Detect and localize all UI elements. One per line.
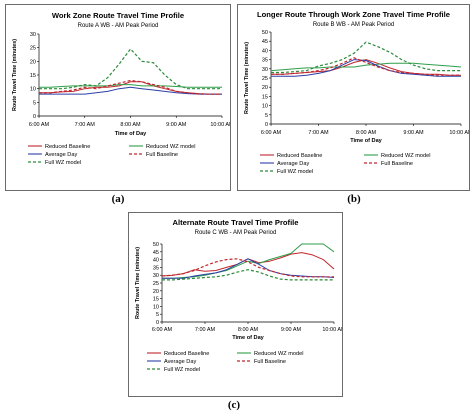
y-tick-label: 45 — [153, 250, 159, 256]
x-tick-label: 7:00 AM — [75, 122, 96, 128]
y-tick-label: 15 — [30, 73, 36, 79]
y-tick-label: 5 — [156, 312, 159, 318]
chart-panel-b: Longer Route Through Work Zone Travel Ti… — [237, 4, 470, 191]
legend-label: Average Day — [277, 161, 309, 167]
series-line-full-baseline — [39, 79, 222, 95]
series-line-reduced-wz-model — [270, 62, 462, 72]
legend-label: Full Baseline — [146, 152, 178, 158]
y-tick-label: 20 — [30, 59, 36, 65]
y-tick-label: 50 — [262, 30, 268, 36]
legend-label: Average Day — [164, 359, 196, 365]
x-tick-label: 10:00 AM — [322, 327, 342, 333]
x-tick-label: 6:00 AM — [261, 130, 282, 136]
caption-c: (c) — [227, 399, 241, 411]
legend-label: Full WZ model — [164, 367, 200, 373]
x-axis-label: Time of Day — [350, 138, 382, 144]
y-tick-label: 15 — [153, 297, 159, 303]
legend-label: Full Baseline — [381, 161, 413, 167]
legend-label: Reduced WZ model — [254, 351, 303, 357]
chart-a-svg: Work Zone Route Travel Time Profile Route… — [12, 11, 230, 166]
y-tick-label: 35 — [262, 58, 268, 64]
chart-panel-c: Alternate Route Travel Time Profile Route… — [128, 212, 343, 397]
y-tick-label: 30 — [30, 32, 36, 38]
y-axis-label: Route Travel Time (minutes) — [244, 42, 250, 114]
series-line-full-wz-model — [162, 269, 334, 281]
legend-label: Full WZ model — [277, 169, 313, 175]
y-tick-label: 20 — [262, 85, 268, 91]
chart-subtitle: Route B WB - AM Peak Period — [313, 22, 394, 28]
x-tick-label: 7:00 AM — [195, 327, 216, 333]
legend-label: Average Day — [45, 152, 77, 158]
legend-label: Reduced Baseline — [164, 351, 209, 357]
series-line-full-wz-model — [39, 48, 222, 90]
legend-label: Reduced WZ model — [146, 144, 195, 150]
chart-subtitle: Route C WB - AM Peak Period — [195, 230, 277, 236]
x-tick-label: 7:00 AM — [308, 130, 329, 136]
x-tick-label: 10:00 AM — [449, 130, 469, 136]
x-tick-label: 10:00 AM — [210, 122, 230, 128]
y-tick-label: 50 — [153, 242, 159, 248]
series-line-reduced-baseline — [271, 59, 461, 76]
y-tick-label: 5 — [265, 113, 268, 119]
x-tick-label: 8:00 AM — [356, 130, 377, 136]
y-tick-label: 0 — [33, 114, 36, 120]
x-tick-label: 9:00 AM — [281, 327, 302, 333]
y-tick-label: 30 — [153, 273, 159, 279]
chart-panel-a: Work Zone Route Travel Time Profile Route… — [5, 4, 231, 191]
y-axis-label: Route Travel Time (minutes) — [12, 39, 18, 111]
y-tick-label: 10 — [262, 104, 268, 110]
y-tick-label: 30 — [262, 67, 268, 73]
series-line-reduced-wz-model — [39, 84, 222, 88]
x-tick-label: 6:00 AM — [152, 327, 173, 333]
legend-label: Full Baseline — [254, 359, 286, 365]
series-line-full-baseline — [271, 57, 461, 76]
x-tick-label: 9:00 AM — [403, 130, 424, 136]
series-line-average-day — [162, 258, 335, 279]
y-tick-label: 10 — [30, 87, 36, 93]
legend-label: Reduced Baseline — [277, 153, 322, 159]
x-axis-label: Time of Day — [115, 131, 147, 137]
chart-c-svg: Alternate Route Travel Time Profile Route… — [135, 218, 342, 373]
y-tick-label: 20 — [153, 289, 159, 295]
y-tick-label: 40 — [262, 48, 268, 54]
series-line-average-day — [271, 59, 461, 77]
caption-b: (b) — [347, 193, 361, 205]
x-tick-label: 8:00 AM — [238, 327, 259, 333]
y-tick-label: 25 — [262, 76, 268, 82]
y-tick-label: 10 — [153, 304, 159, 310]
legend-label: Reduced Baseline — [45, 144, 90, 150]
series-line-full-wz-model — [271, 41, 461, 74]
chart-title: Alternate Route Travel Time Profile — [172, 218, 298, 227]
y-tick-label: 0 — [156, 320, 159, 326]
chart-subtitle: Route A WB - AM Peak Period — [78, 23, 159, 29]
chart-b-svg: Longer Route Through Work Zone Travel Ti… — [244, 10, 469, 175]
y-tick-label: 25 — [153, 281, 159, 287]
y-tick-label: 15 — [262, 94, 268, 100]
chart-title: Longer Route Through Work Zone Travel Ti… — [257, 10, 450, 19]
x-tick-label: 9:00 AM — [166, 122, 187, 128]
x-axis-label: Time of Day — [232, 335, 264, 341]
y-tick-label: 25 — [30, 46, 36, 52]
y-tick-label: 40 — [153, 258, 159, 264]
y-tick-label: 35 — [153, 265, 159, 271]
legend-label: Full WZ model — [45, 160, 81, 166]
y-tick-label: 5 — [33, 100, 36, 106]
y-tick-label: 0 — [265, 122, 268, 128]
caption-a: (a) — [111, 193, 125, 205]
x-tick-label: 8:00 AM — [120, 122, 141, 128]
chart-title: Work Zone Route Travel Time Profile — [52, 11, 184, 20]
y-axis-label: Route Travel Time (minutes) — [135, 247, 141, 319]
x-tick-label: 6:00 AM — [29, 122, 50, 128]
series-line-reduced-wz-model — [162, 243, 335, 279]
legend-label: Reduced WZ model — [381, 153, 430, 159]
y-tick-label: 45 — [262, 39, 268, 45]
